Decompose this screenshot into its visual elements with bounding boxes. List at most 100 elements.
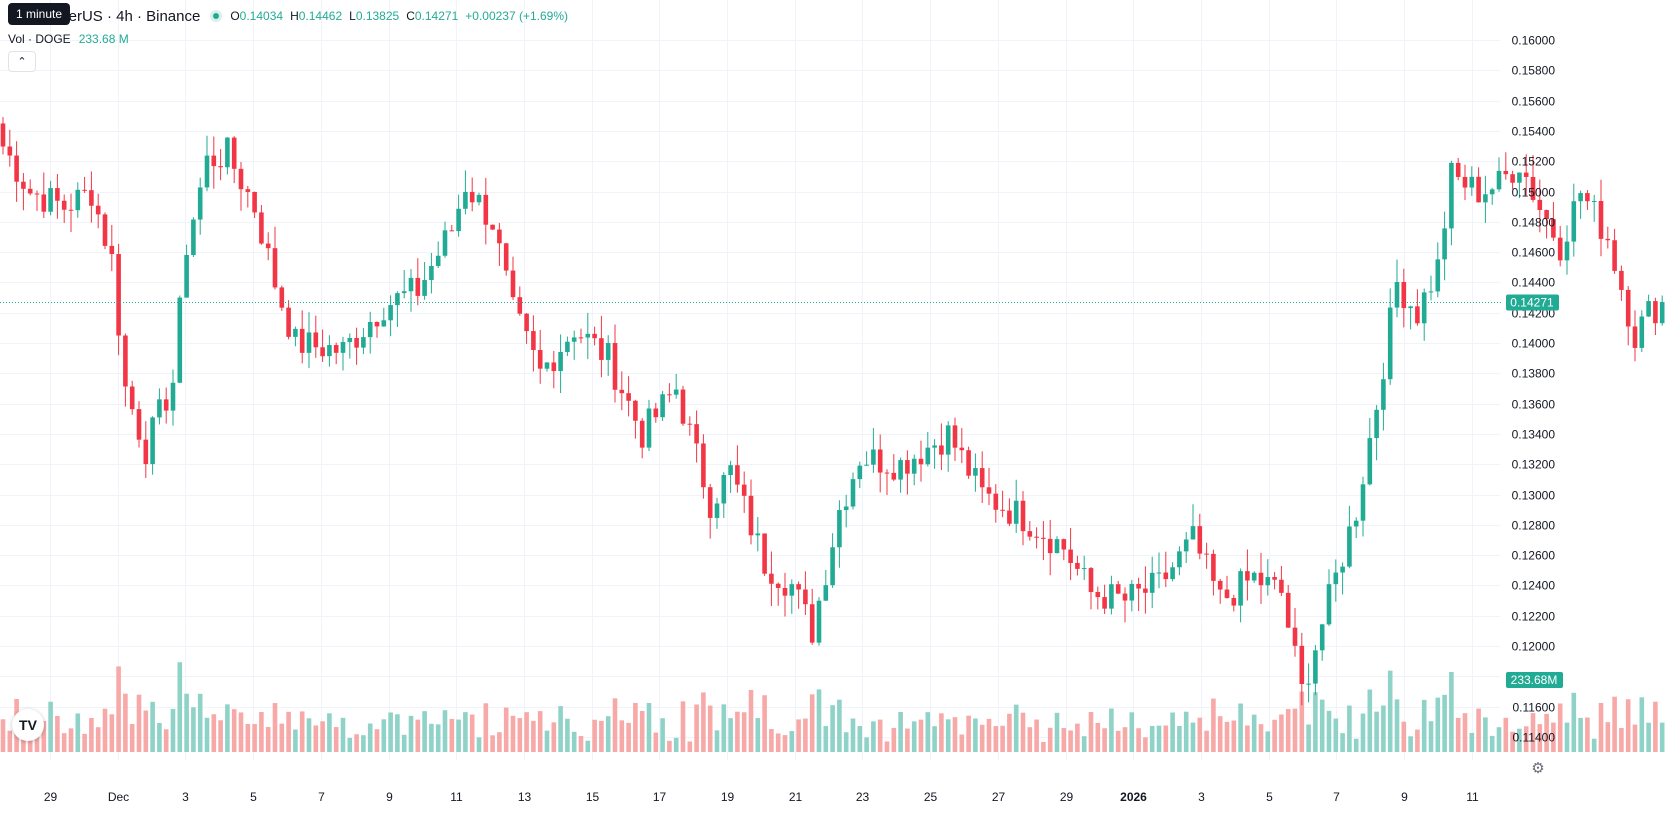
- candle-body: [1476, 176, 1481, 203]
- candle-body: [401, 291, 407, 294]
- volume-bar: [55, 715, 60, 752]
- volume-bar: [1598, 702, 1604, 752]
- candle-body: [1034, 536, 1039, 538]
- candle-body: [1333, 572, 1339, 585]
- y-tick-label: 0.11600: [1513, 701, 1556, 715]
- volume-bar: [1564, 722, 1570, 752]
- y-tick-label: 0.12400: [1512, 579, 1556, 593]
- x-tick-label: 3: [182, 790, 189, 804]
- candle-body: [1449, 162, 1454, 229]
- volume-bar: [558, 706, 563, 752]
- volume-bar: [82, 733, 87, 752]
- candle-body: [1061, 539, 1067, 550]
- candle-body: [898, 460, 903, 480]
- volume-bar: [1387, 670, 1393, 752]
- volume-bar: [197, 693, 203, 752]
- volume-bar: [1483, 717, 1488, 752]
- candle-body: [1483, 194, 1488, 203]
- volume-bar: [1455, 717, 1461, 752]
- volume-label[interactable]: Vol · DOGE: [8, 32, 71, 46]
- candle-body: [1537, 199, 1543, 211]
- candle-body: [1517, 172, 1522, 183]
- candle-body: [1245, 571, 1250, 581]
- candle-body: [449, 230, 455, 232]
- volume-bar: [660, 718, 665, 752]
- volume-bar: [1170, 712, 1175, 752]
- candle-body: [456, 208, 461, 232]
- candle-body: [252, 191, 257, 213]
- candle-body: [1612, 240, 1617, 271]
- candle-body: [1217, 580, 1223, 590]
- volume-bar: [1605, 722, 1611, 752]
- volume-bar: [1612, 696, 1617, 752]
- volume-bar: [299, 711, 305, 752]
- candle-body: [1272, 577, 1277, 580]
- volume-bar: [1211, 698, 1216, 752]
- volume-bar: [1204, 730, 1209, 752]
- candle-body: [1136, 583, 1141, 589]
- y-tick-label: 0.14000: [1512, 337, 1556, 351]
- tradingview-logo[interactable]: TV: [12, 709, 44, 741]
- volume-bar: [898, 712, 903, 752]
- volume-bar: [333, 727, 339, 752]
- candle-body: [415, 277, 421, 296]
- candle-body: [279, 287, 285, 308]
- candle-body: [646, 408, 652, 448]
- volume-bar: [986, 718, 992, 752]
- x-tick-label: 7: [318, 790, 325, 804]
- volume-bar: [41, 720, 47, 752]
- volume-bar: [646, 702, 652, 752]
- candle-body: [1251, 572, 1257, 581]
- candle-body: [408, 277, 414, 292]
- x-tick-label: 5: [250, 790, 257, 804]
- close-value: C0.14271: [406, 9, 459, 23]
- volume-bar: [1122, 727, 1128, 752]
- volume-bar: [1163, 725, 1169, 752]
- volume-bar: [1449, 671, 1454, 752]
- candle-body: [184, 254, 189, 298]
- candle-body: [395, 293, 400, 306]
- volume-bar: [728, 718, 733, 752]
- volume-bar: [490, 735, 495, 752]
- candle-body: [1197, 526, 1203, 554]
- x-tick-label: 19: [721, 790, 735, 804]
- gear-icon[interactable]: ⚙: [1531, 760, 1545, 777]
- candle-body: [830, 547, 835, 586]
- volume-bar: [449, 718, 455, 752]
- x-tick-label: 25: [924, 790, 938, 804]
- volume-bar: [565, 718, 570, 752]
- candle-body: [82, 189, 87, 191]
- volume-bar: [48, 701, 53, 752]
- volume-bar: [1245, 725, 1250, 752]
- candle-body: [707, 487, 713, 518]
- candle-body: [653, 408, 659, 418]
- candle-body: [1408, 306, 1413, 309]
- volume-bar: [1190, 722, 1196, 752]
- volume-bar: [367, 723, 373, 752]
- candle-body: [238, 168, 244, 190]
- candle-body: [959, 447, 965, 451]
- collapse-legend-button[interactable]: ⌃: [8, 51, 36, 72]
- volume-bar: [1544, 713, 1549, 752]
- candle-body: [816, 600, 822, 643]
- x-tick-label: 2026: [1120, 790, 1147, 804]
- candle-body: [626, 393, 631, 401]
- candle-body: [1632, 326, 1638, 348]
- volume-bar: [850, 718, 856, 752]
- volume-bar: [231, 709, 237, 752]
- candle-body: [1551, 219, 1556, 238]
- chevron-up-icon: ⌃: [17, 56, 27, 68]
- volume-bar: [1408, 736, 1413, 752]
- candle-body: [75, 189, 81, 211]
- candle-body: [1170, 567, 1175, 580]
- volume-bar: [463, 712, 468, 752]
- volume-bar: [531, 720, 536, 752]
- candle-body: [857, 465, 863, 480]
- volume-bar: [993, 726, 999, 752]
- volume-bar: [143, 710, 149, 752]
- candle-body: [7, 146, 13, 156]
- volume-bar: [497, 732, 502, 752]
- candle-body: [762, 533, 767, 574]
- y-tick-label: 0.15200: [1512, 155, 1556, 169]
